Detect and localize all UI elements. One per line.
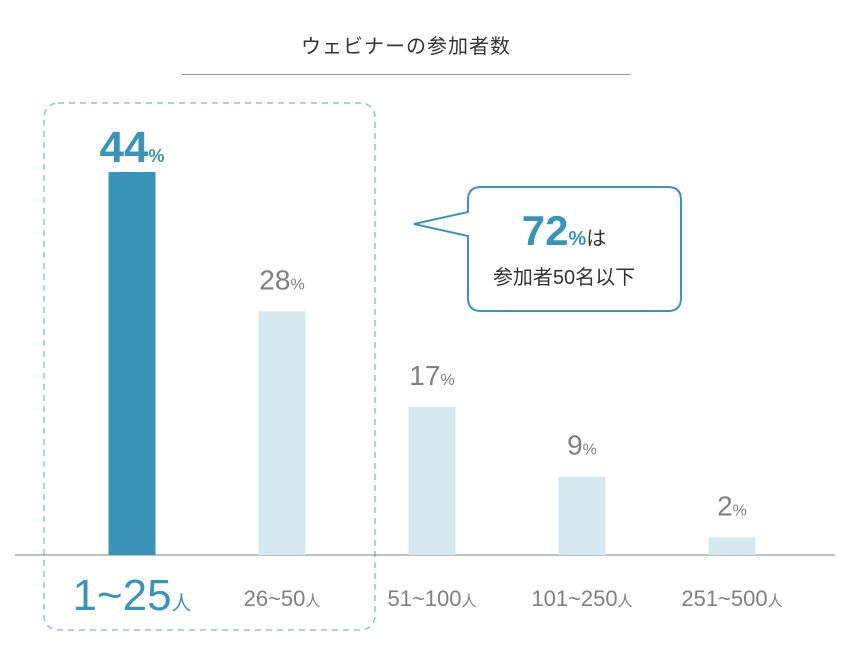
value-label: 2% <box>717 491 747 522</box>
callout-bubble <box>413 186 682 312</box>
value-label: 44% <box>100 123 165 172</box>
highlight-dashed-box <box>43 102 376 631</box>
bar <box>108 172 156 555</box>
category-label: 26~50人 <box>244 586 321 611</box>
callout-description: 参加者50名以下 <box>492 267 636 289</box>
category-label: 1~25人 <box>72 571 191 620</box>
callout-bubble-shape <box>413 186 682 312</box>
value-label: 17% <box>409 360 454 391</box>
bar <box>408 407 456 555</box>
callout-suffix: は <box>586 228 607 250</box>
callout-text: 72%は 参加者50名以下 <box>446 208 682 293</box>
category-label: 251~500人 <box>681 586 782 611</box>
callout-percent-sign: % <box>568 228 587 250</box>
title-underline <box>182 74 630 75</box>
bar <box>558 476 606 555</box>
callout-headline: 72%は <box>446 208 682 263</box>
chart-title: ウェビナーの参加者数 <box>301 36 511 58</box>
bar <box>258 311 306 555</box>
category-label: 101~250人 <box>531 586 632 611</box>
bar <box>708 537 756 555</box>
callout-value: 72 <box>521 207 569 254</box>
value-label: 28% <box>259 264 304 295</box>
category-label: 51~100人 <box>387 586 476 611</box>
value-label: 9% <box>567 430 597 461</box>
